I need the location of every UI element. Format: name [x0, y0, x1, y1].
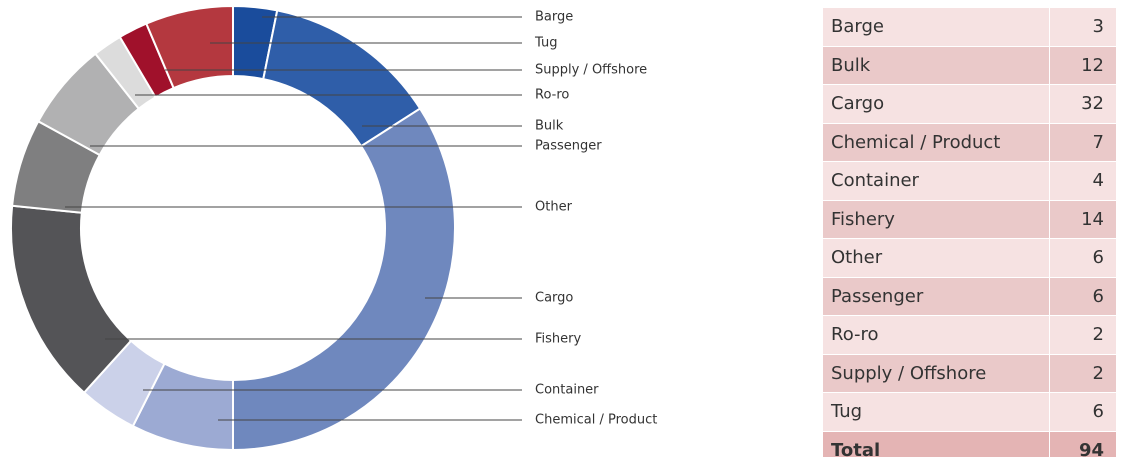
- segment-label: Tug: [534, 36, 557, 51]
- donut-segment: [145, 4, 234, 90]
- row-label: Chemical / Product: [822, 122, 1050, 162]
- row-label: Tug: [822, 392, 1050, 432]
- table-row: Fishery 14: [822, 199, 1117, 239]
- total-label: Total: [822, 430, 1050, 457]
- table-row: Barge 3: [822, 7, 1117, 47]
- table-row: Other 6: [822, 238, 1117, 278]
- segment-label: Cargo: [535, 291, 573, 306]
- segment-label: Ro-ro: [535, 88, 569, 103]
- row-value: 12: [1049, 45, 1117, 85]
- row-value: 6: [1049, 276, 1117, 316]
- row-label: Ro-ro: [822, 315, 1050, 355]
- row-value: 6: [1049, 392, 1117, 432]
- row-label: Cargo: [822, 84, 1050, 124]
- summary-table: Barge 3 Bulk 12 Cargo 32 Chemical / Product 7 Co…: [822, 7, 1117, 457]
- segment-label: Barge: [535, 10, 573, 25]
- row-label: Other: [822, 238, 1050, 278]
- table-row: Passenger 6: [822, 276, 1117, 316]
- table-row: Chemical / Product 7: [822, 122, 1117, 162]
- segment-label: Supply / Offshore: [535, 63, 647, 78]
- row-value: 6: [1049, 238, 1117, 278]
- row-value: 2: [1049, 353, 1117, 393]
- segment-label: Fishery: [535, 332, 581, 347]
- segment-label: Bulk: [535, 119, 564, 134]
- segment-label: Chemical / Product: [535, 413, 657, 428]
- table-row: Cargo 32: [822, 84, 1117, 124]
- segment-label: Passenger: [535, 139, 602, 154]
- segment-label: Container: [535, 383, 599, 398]
- row-value: 3: [1049, 7, 1117, 47]
- segment-label: Other: [535, 200, 573, 215]
- row-label: Container: [822, 161, 1050, 201]
- row-label: Fishery: [822, 199, 1050, 239]
- chart: Barge Bulk Cargo Chemical / Product Containe…: [10, 4, 657, 452]
- row-value: 14: [1049, 199, 1117, 239]
- row-value: 32: [1049, 84, 1117, 124]
- row-label: Supply / Offshore: [822, 353, 1050, 393]
- table-row: Bulk 12: [822, 45, 1117, 85]
- total-row: Total 94: [822, 430, 1117, 457]
- row-label: Bulk: [822, 45, 1050, 85]
- row-value: 2: [1049, 315, 1117, 355]
- table-row: Ro-ro 2: [822, 315, 1117, 355]
- total-value: 94: [1049, 430, 1117, 457]
- table-row: Container 4: [822, 161, 1117, 201]
- table-row: Supply / Offshore 2: [822, 353, 1117, 393]
- row-value: 4: [1049, 161, 1117, 201]
- row-label: Barge: [822, 7, 1050, 47]
- donut-segment: [232, 107, 456, 452]
- table-row: Tug 6: [822, 392, 1117, 432]
- row-value: 7: [1049, 122, 1117, 162]
- row-label: Passenger: [822, 276, 1050, 316]
